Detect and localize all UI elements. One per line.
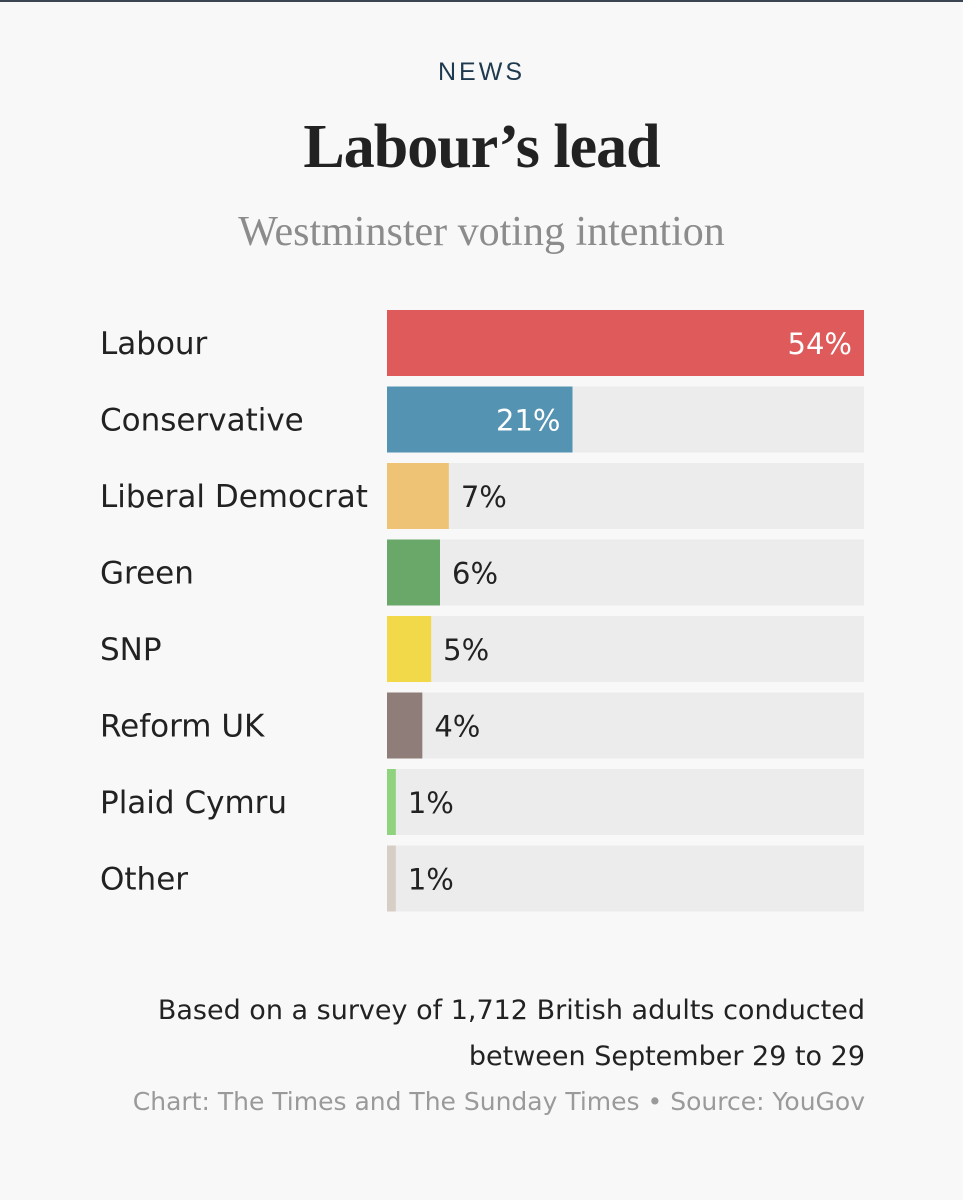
value-label-labour: 54% — [788, 327, 852, 361]
category-label-other: Other — [100, 862, 188, 898]
value-label-liberal-democrat: 7% — [461, 480, 507, 514]
category-label-green: Green — [100, 556, 194, 592]
category-label-conservative: Conservative — [100, 403, 304, 439]
category-label-plaid-cymru: Plaid Cymru — [100, 785, 287, 821]
bar-chart: Labour 54% Conservative 21% Liberal Democrat… — [100, 310, 864, 912]
bar-track-plaid-cymru — [387, 769, 864, 835]
section-kicker: NEWS — [438, 58, 525, 86]
bar-green — [387, 539, 440, 606]
category-label-reform-uk: Reform UK — [100, 709, 265, 745]
value-label-conservative: 21% — [496, 404, 560, 438]
chart-title: Labour’s lead — [303, 113, 660, 181]
value-label-green: 6% — [452, 557, 498, 591]
bar-track-green — [387, 539, 864, 606]
value-label-plaid-cymru: 1% — [408, 786, 454, 820]
bar-track-liberal-democrat — [387, 463, 864, 529]
category-label-snp: SNP — [100, 632, 162, 668]
bar-track-snp — [387, 616, 864, 682]
chart-subtitle: Westminster voting intention — [238, 209, 725, 255]
bar-reform-uk — [387, 692, 423, 759]
bar-labour — [387, 310, 864, 376]
bar-plaid-cymru — [387, 769, 396, 835]
category-label-liberal-democrat: Liberal Democrat — [100, 479, 368, 515]
bar-liberal-democrat — [387, 463, 449, 529]
bar-track-reform-uk — [387, 692, 864, 759]
bar-snp — [387, 616, 432, 682]
bar-track-other — [387, 845, 864, 912]
category-label-labour: Labour — [100, 326, 208, 362]
bar-conservative — [387, 386, 573, 453]
value-label-reform-uk: 4% — [434, 710, 480, 744]
chart-credit: Chart: The Times and The Sunday Times • … — [132, 1087, 865, 1116]
value-label-other: 1% — [408, 863, 454, 897]
bar-other — [387, 845, 396, 912]
value-label-snp: 5% — [443, 633, 489, 667]
survey-note: Based on a survey of 1,712 British adult… — [157, 995, 865, 1072]
top-rule — [0, 0, 963, 2]
